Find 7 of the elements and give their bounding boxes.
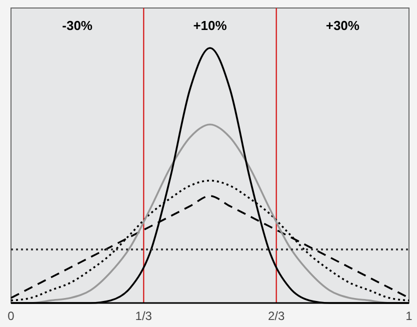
x-tick-label: 0 [8, 309, 15, 323]
band-label: +10% [193, 18, 228, 33]
x-tick-label: 2/3 [268, 309, 286, 323]
band-label: -30% [62, 18, 93, 33]
x-tick-label: 1/3 [135, 309, 152, 323]
x-tick-label: 1 [406, 309, 413, 323]
band-label: +30% [326, 18, 360, 33]
